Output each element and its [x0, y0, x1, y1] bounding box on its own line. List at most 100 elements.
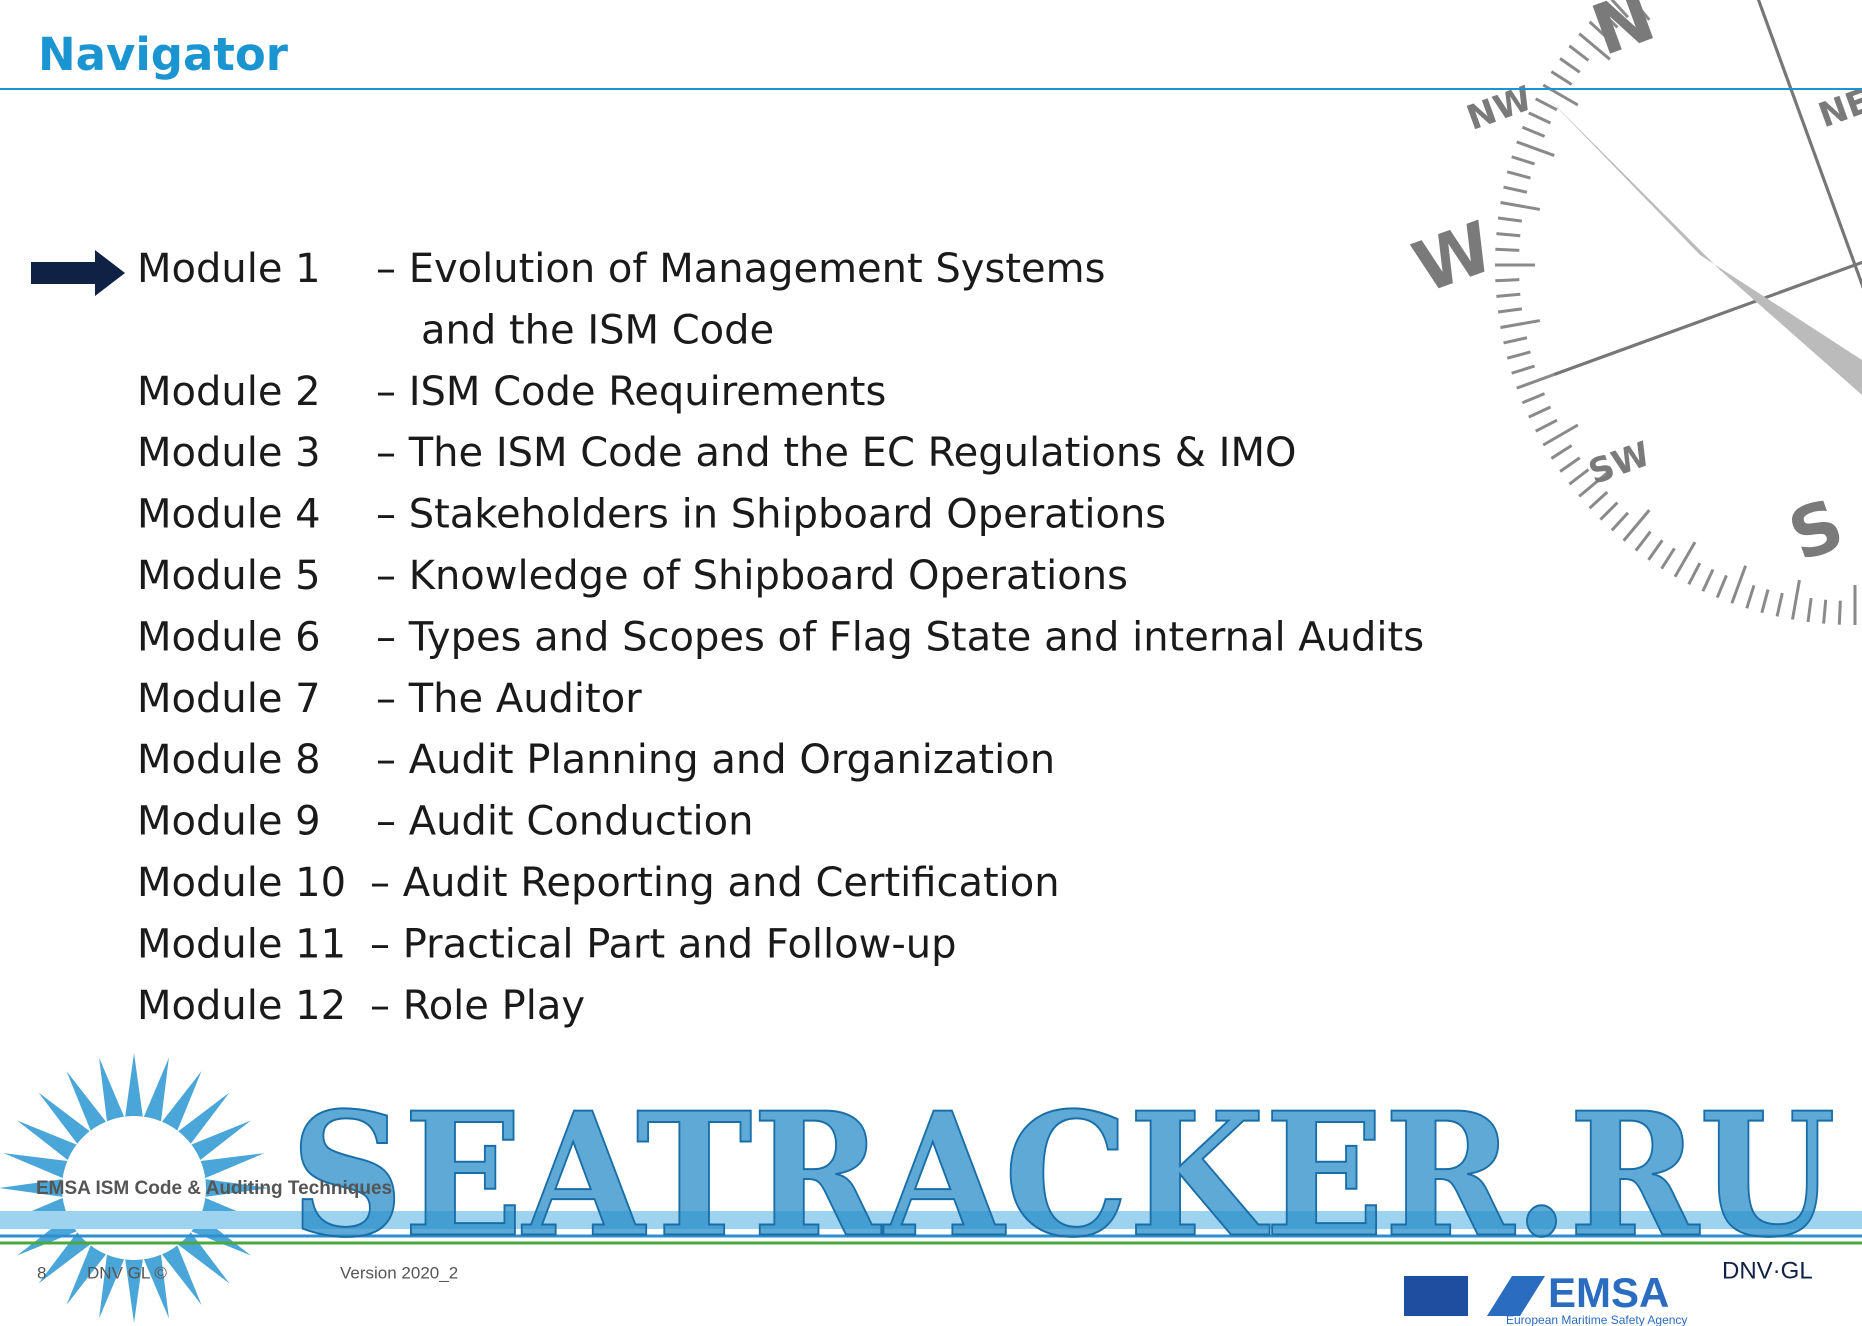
compass-label: S: [1779, 483, 1854, 577]
compass-tick: [1550, 70, 1573, 86]
emsa-mark: [1487, 1276, 1545, 1316]
compass-tick: [1622, 509, 1651, 542]
module-title: – ISM Code Requirements: [376, 369, 886, 415]
module-title: – Audit Reporting and Certification: [370, 860, 1060, 906]
footer-band: [0, 1211, 1862, 1229]
compass-tick: [1511, 155, 1536, 166]
compass-tick: [1599, 501, 1619, 521]
module-label: Module 8: [137, 737, 321, 783]
module-title: – Audit Conduction: [376, 799, 753, 845]
emsa-name: European Maritime Safety Agency: [1506, 1313, 1687, 1326]
compass-tick: [1630, 0, 1651, 21]
module-label: Module 1: [137, 246, 321, 292]
compass-tick: [1534, 97, 1558, 112]
module-label: Module 6: [137, 614, 321, 660]
compass-tick: [1806, 597, 1813, 623]
module-title: – Evolution of Management Systems: [376, 246, 1105, 292]
compass-tick: [1822, 599, 1828, 624]
compass-tick: [1588, 490, 1609, 510]
compass-tick: [1511, 364, 1536, 375]
compass-label: N: [1582, 0, 1665, 72]
compass-tick: [1559, 456, 1581, 473]
module-label: Module 7: [137, 676, 321, 722]
module-title: – The Auditor: [376, 676, 642, 722]
compass-tick: [1610, 0, 1630, 19]
compass-label: SW: [1584, 434, 1656, 493]
compass-tick: [1568, 44, 1590, 62]
compass-tick: [1568, 468, 1590, 486]
compass-tick: [1599, 9, 1619, 29]
compass-label: W: [1403, 206, 1504, 309]
emsa-logo: EMSA: [1548, 1269, 1669, 1316]
title: Navigator: [38, 28, 289, 81]
compass-tick: [1588, 20, 1609, 40]
module-label: Module 12: [137, 983, 346, 1029]
module-title: – Stakeholders in Shipboard Operations: [376, 492, 1166, 538]
compass-tick: [1506, 350, 1531, 360]
compass-tick: [1495, 247, 1520, 252]
compass-tick: [1496, 232, 1521, 238]
module-list: Module 1 – Evolution of Management System…: [137, 246, 1424, 1029]
compass-tick: [1503, 185, 1528, 194]
compass-tick: [1495, 278, 1520, 283]
module-title: – The ISM Code and the EC Regulations & …: [376, 430, 1296, 476]
compass-tick: [1542, 423, 1579, 447]
module-label: Module 9: [137, 799, 321, 845]
compass-tick: [1745, 584, 1756, 609]
compass-tick: [1775, 592, 1784, 617]
version: Version 2020_2: [340, 1263, 458, 1282]
compass-tick: [1521, 125, 1546, 138]
compass-tick: [1550, 444, 1573, 460]
watermark: SEATRACKER.RU: [291, 1076, 1836, 1276]
compass-tick: [1516, 373, 1555, 390]
compass-tick: [1634, 530, 1652, 552]
compass-tick: [1528, 111, 1552, 125]
compass-tick: [1610, 511, 1630, 532]
compass-tick: [1500, 201, 1541, 211]
page-number: 8: [37, 1263, 46, 1282]
module-label: Module 2: [137, 369, 321, 415]
module-title: – Knowledge of Shipboard Operations: [376, 553, 1128, 599]
arrow: [31, 250, 125, 296]
module-label: Module 3: [137, 430, 321, 476]
module-title: – Practical Part and Follow-up: [370, 921, 957, 967]
compass-tick: [1497, 216, 1523, 223]
course-name: EMSA ISM Code & Auditing Techniques: [36, 1178, 392, 1199]
copyright: DNV GL ©: [87, 1263, 167, 1282]
compass-tick: [1791, 579, 1801, 620]
eu-flag: [1404, 1276, 1468, 1316]
compass-tick: [1506, 170, 1531, 180]
dnv-logo: DNV·GL: [1722, 1257, 1813, 1284]
module-label: Module 5: [137, 553, 321, 599]
compass-tick: [1559, 57, 1581, 74]
compass-tick: [1500, 319, 1541, 329]
compass-tick: [1660, 547, 1676, 570]
compass-tick: [1497, 307, 1523, 314]
compass-tick: [1503, 336, 1528, 345]
compass-tick: [1701, 568, 1715, 592]
compass-tick: [1578, 32, 1611, 61]
module-title: and the ISM Code: [421, 307, 774, 353]
module-label: Module 10: [137, 860, 346, 906]
module-label: Module 4: [137, 492, 321, 538]
compass-tick: [1516, 140, 1555, 157]
compass-needle-line: [1756, 0, 1862, 289]
compass-tick: [1578, 469, 1611, 498]
compass-tick: [1521, 392, 1546, 405]
module-title: – Audit Planning and Organization: [376, 737, 1055, 783]
compass-tick: [1760, 589, 1770, 614]
compass-tick: [1687, 562, 1702, 586]
module-label: Module 11: [137, 921, 346, 967]
compass-tick: [1673, 541, 1697, 578]
module-title: – Role Play: [370, 983, 585, 1029]
compass-tick: [1715, 574, 1728, 599]
compass-tick: [1730, 565, 1747, 604]
compass-tick: [1837, 600, 1842, 625]
compass-needle: [1545, 95, 1862, 395]
compass-tick: [1534, 418, 1558, 433]
module-title: – Types and Scopes of Flag State and int…: [376, 614, 1424, 660]
compass-tick: [1647, 539, 1664, 561]
